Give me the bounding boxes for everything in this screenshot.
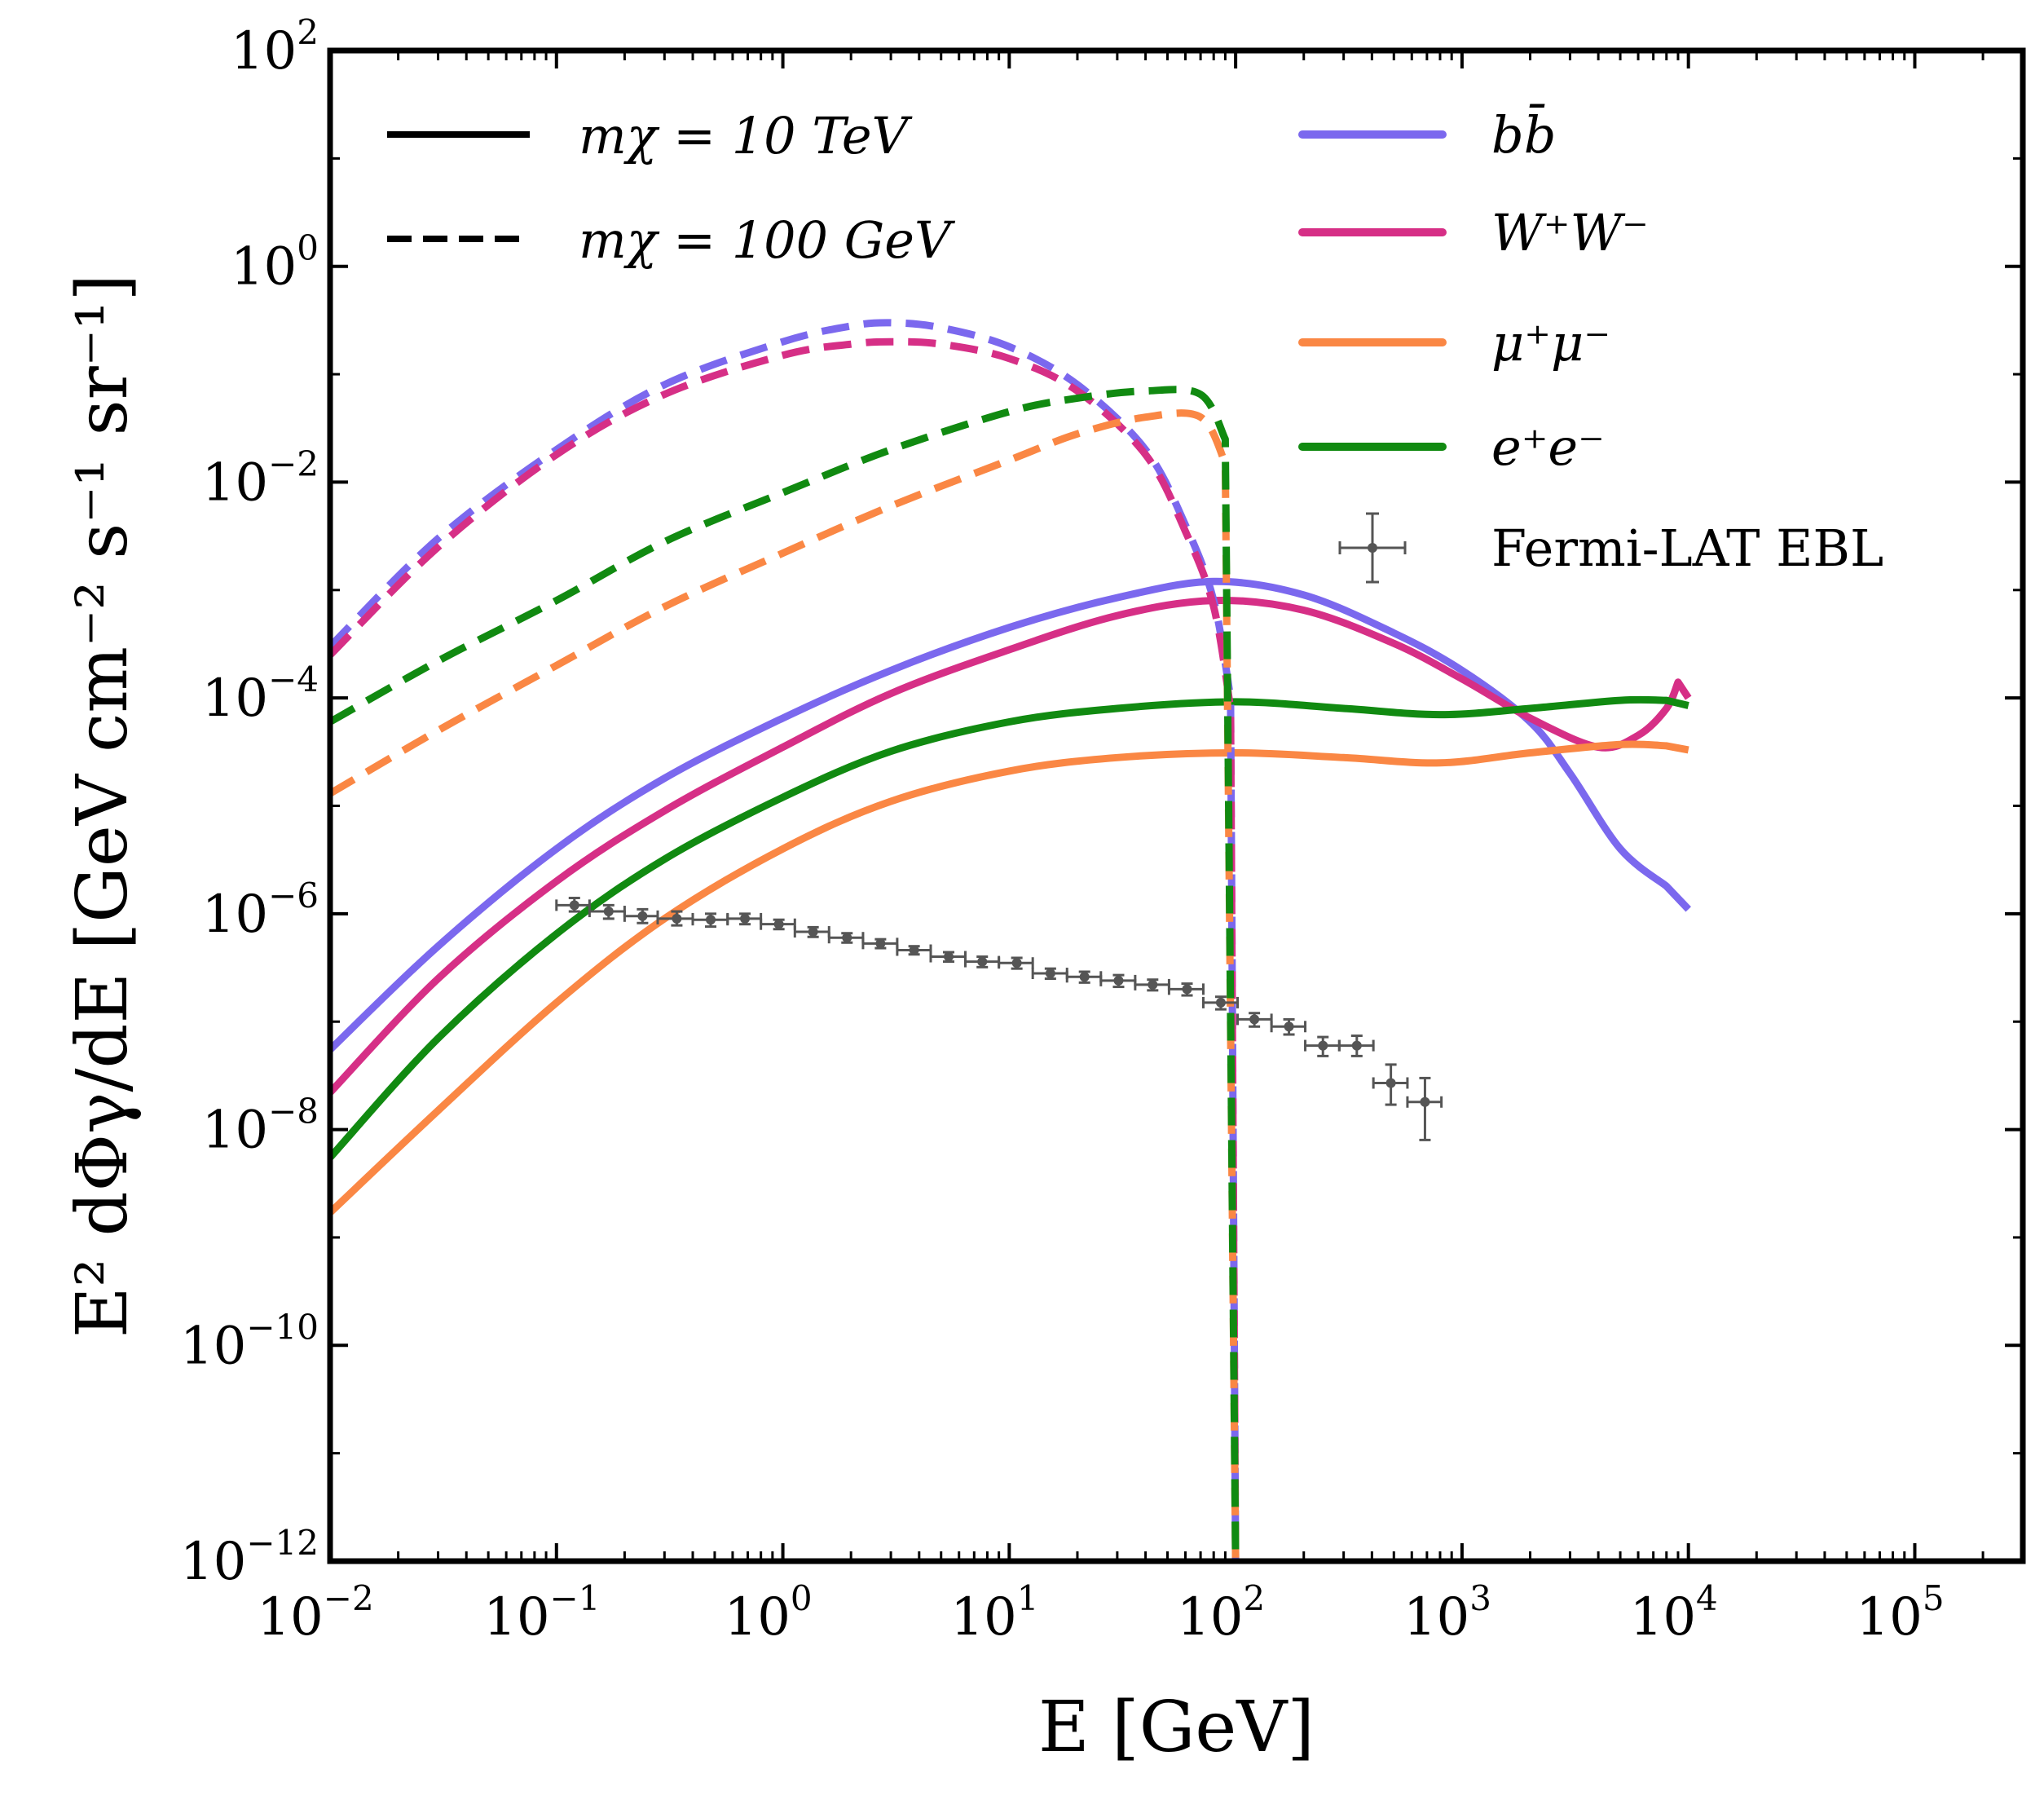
fermi-data-point [998,956,1034,970]
legend-dashed-label: mχ = 100 GeV [579,210,956,270]
data-points-layer [555,897,1443,1141]
fermi-data-point [1270,1017,1307,1036]
legend-ee-label: e⁺e⁻ [1491,417,1605,477]
y-tick-label: 10−2 [202,443,319,513]
fermi-data-point [1337,1035,1375,1057]
legend-fermi-label: Fermi-LAT EBL [1491,518,1883,578]
series-ww-10tev [330,596,1692,1096]
x-tick-labels: 10−2 10−1 100 101 102 103 104 105 [257,1578,1944,1648]
series-mumu-10tev [330,740,1689,1215]
x-tick-label: 103 [1403,1578,1491,1648]
x-tick-label: 10−1 [483,1578,600,1648]
legend-mumu-label: μ⁺μ⁻ [1491,313,1610,373]
legend-fermi-marker [1338,512,1407,584]
series-mumu-100gev [330,409,1240,1561]
plot-frame [327,47,2026,1564]
legend-ww-label: W⁺W⁻ [1491,203,1649,262]
legend-bb-label: bb̄ [1491,104,1556,165]
fermi-data-point [827,932,865,944]
series-layer [330,319,1692,1561]
series-ee-100gev [330,386,1240,1561]
x-tick-label: 101 [950,1578,1038,1648]
series-ww-100gev [330,338,1240,1561]
y-tick-label: 10−12 [180,1523,319,1592]
series-bb-10tev [330,577,1691,1052]
y-tick-label: 10−10 [180,1307,319,1376]
fermi-data-point [793,925,830,938]
series-ee-10tev [330,695,1689,1160]
y-axis-title: E² dΦγ/dE [GeV cm⁻² s⁻¹ sr⁻¹] [62,274,143,1338]
y-tick-label: 100 [231,228,319,298]
x-tick-label: 102 [1177,1578,1265,1648]
y-tick-label: 10−4 [202,660,319,729]
fermi-data-point [1406,1076,1443,1141]
y-tick-labels: 10−12 10−10 10−8 10−6 10−4 10−2 100 102 [180,12,319,1592]
x-tick-label: 10−2 [257,1578,373,1648]
y-tick-label: 102 [231,12,319,82]
fermi-data-point [1236,1012,1273,1028]
x-tick-label: 105 [1856,1578,1944,1648]
x-tick-label: 100 [724,1578,812,1648]
fermi-data-point [1201,995,1240,1011]
legend-solid-label: mχ = 10 TeV [579,106,914,165]
x-tick-label: 104 [1630,1578,1718,1648]
fermi-data-point [760,918,796,931]
y-tick-label: 10−6 [202,876,319,945]
legend: mχ = 10 TeV mχ = 100 GeV bb̄ W⁺W⁻ μ⁺μ⁻ e… [387,104,1883,584]
fermi-data-point [656,910,694,927]
x-axis-title: E [GeV] [1038,1687,1315,1768]
fermi-data-point [1167,982,1205,997]
y-tick-label: 10−8 [202,1092,319,1161]
fermi-data-point [1372,1063,1409,1106]
